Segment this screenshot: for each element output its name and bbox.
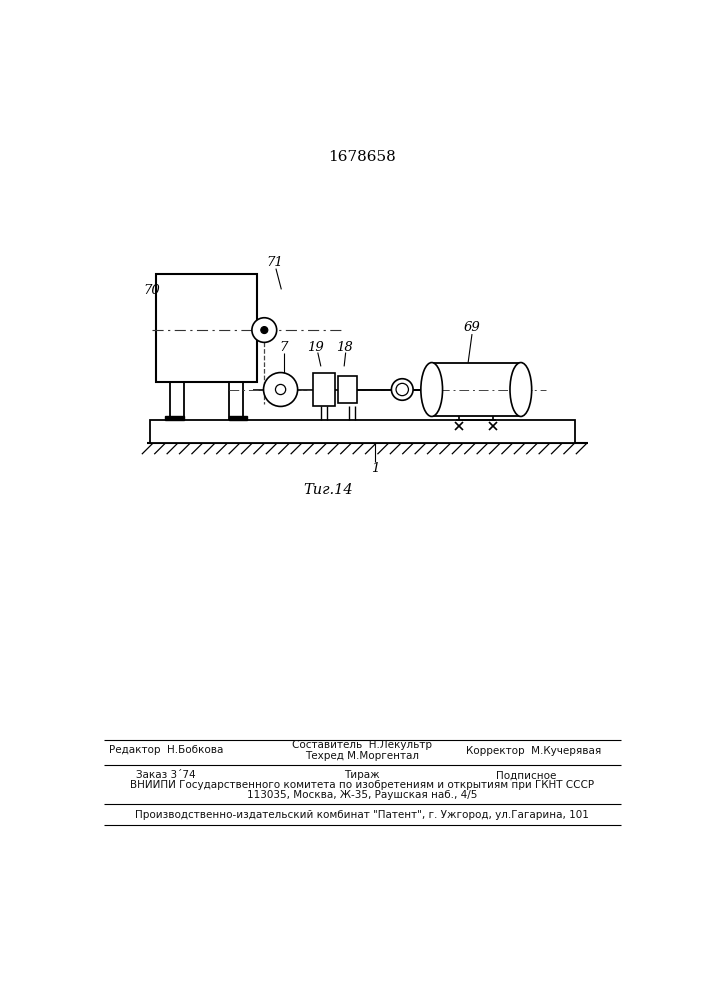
Ellipse shape: [421, 363, 443, 416]
Text: 18: 18: [336, 341, 353, 354]
Text: 19: 19: [307, 341, 324, 354]
Text: Тираж: Тираж: [344, 770, 380, 780]
Text: Корректор  М.Кучерявая: Корректор М.Кучерявая: [467, 746, 602, 756]
Ellipse shape: [510, 363, 532, 416]
Text: Τиг.14: Τиг.14: [304, 483, 354, 497]
Circle shape: [396, 383, 409, 396]
Text: 1678658: 1678658: [328, 150, 396, 164]
Circle shape: [392, 379, 413, 400]
Text: Заказ 3´74: Заказ 3´74: [136, 770, 196, 780]
Circle shape: [276, 384, 286, 395]
Text: ВНИИПИ Государственного комитета по изобретениям и открытиям при ГКНТ СССР: ВНИИПИ Государственного комитета по изоб…: [130, 780, 594, 790]
Text: 71: 71: [266, 256, 283, 269]
Bar: [151, 420, 575, 443]
Circle shape: [261, 327, 268, 334]
Bar: [338, 376, 356, 403]
Text: Производственно-издательский комбинат "Патент", г. Ужгород, ул.Гагарина, 101: Производственно-издательский комбинат "П…: [135, 810, 589, 820]
Text: Редактор  Н.Бобкова: Редактор Н.Бобкова: [109, 745, 223, 755]
Text: 1: 1: [371, 462, 380, 475]
Circle shape: [252, 318, 276, 342]
Text: Техред М.Моргентал: Техред М.Моргентал: [305, 751, 419, 761]
Text: 7: 7: [279, 341, 288, 354]
Text: 69: 69: [464, 321, 480, 334]
Bar: [228, 416, 247, 420]
Text: Подписное: Подписное: [496, 770, 556, 780]
Bar: [156, 274, 257, 382]
Text: 113035, Москва, Ж-35, Раушская наб., 4/5: 113035, Москва, Ж-35, Раушская наб., 4/5: [247, 790, 477, 800]
Bar: [165, 416, 184, 420]
Text: Составитель  Н.Лекультр: Составитель Н.Лекультр: [292, 740, 432, 750]
Bar: [432, 363, 521, 416]
Text: 70: 70: [144, 284, 160, 297]
Circle shape: [264, 373, 298, 406]
Bar: [313, 373, 335, 406]
